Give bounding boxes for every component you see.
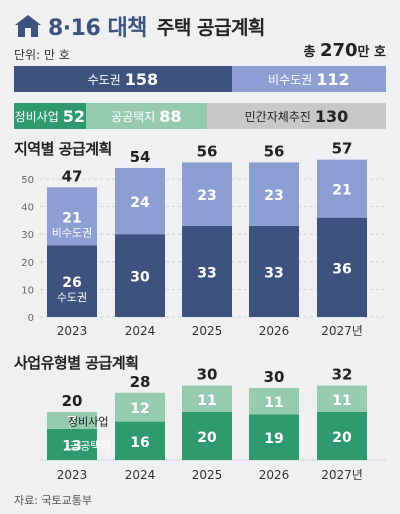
x-tick-label: 2026 [259,324,290,338]
y-tick-label: 40 [21,203,34,214]
data-label-public-land: 20 [332,430,352,446]
page-subtitle: 주택 공급계획 [156,16,266,39]
title-row: 8·16 대책 주택 공급계획 [14,10,265,42]
data-label-redevelopment: 11 [332,393,351,409]
total-label: 총 270만 호 [303,40,386,61]
bar-redevelopment [317,385,367,412]
data-label-redevelopment: 11 [264,395,283,411]
data-label-noncapital: 23 [197,188,216,204]
series-label-capital: 수도권 [57,291,87,304]
data-label-total: 57 [332,140,353,158]
type-summary-public-land: 공공택지 88 [85,103,207,129]
bar-noncapital [47,187,97,246]
x-tick-label: 2027년 [321,468,363,482]
data-label-total: 32 [332,366,353,384]
bar-redevelopment [249,388,299,415]
data-label-capital: 26 [62,275,81,291]
bar-redevelopment [115,392,165,422]
x-tick-label: 2024 [125,324,156,338]
region-summary-noncapital: 비수도권 112 [231,66,386,92]
series-label-noncapital: 비수도권 [52,226,92,239]
source-label: 자료: 국토교통부 [14,494,93,507]
bar-capital [182,225,232,317]
bar-capital [317,217,367,317]
chart1-title: 지역별 공급계획 [14,140,112,158]
unit-label: 단위: 만 호 [14,48,70,62]
chart2-title: 사업유형별 공급계획 [14,354,139,372]
x-tick-label: 2023 [57,468,88,482]
region-summary-capital: 수도권 158 [14,66,232,92]
data-label-public-land: 13 [62,438,81,454]
region-summary-bar: 수도권 158 비수도권 112 [14,66,386,92]
total-value: 270 [319,40,358,61]
data-label-redevelopment: 11 [197,393,216,409]
bar-capital [249,225,299,317]
y-tick-label: 0 [28,313,34,324]
total-suffix: 만 호 [357,45,386,60]
data-label-capital: 30 [130,270,150,286]
y-tick-label: 20 [21,258,34,269]
series-label-redevelopment: 정비사업 [68,415,108,428]
data-label-total: 47 [62,167,83,185]
data-label-noncapital: 24 [130,195,150,211]
x-tick-label: 2025 [192,468,223,482]
data-label-noncapital: 21 [62,210,81,226]
data-label-public-land: 20 [197,430,217,446]
bar-redevelopment [47,412,97,429]
type-summary-private: 민간자체추진 130 [206,103,386,129]
data-label-total: 30 [197,366,218,384]
bar-noncapital [317,159,367,218]
x-tick-label: 2027년 [321,324,363,338]
data-label-noncapital: 21 [332,183,351,199]
data-label-total: 20 [62,392,83,410]
data-label-total: 28 [130,373,151,391]
data-label-capital: 33 [264,265,283,281]
y-tick-label: 30 [21,230,34,241]
total-prefix: 총 [303,45,316,60]
page-title: 8·16 대책 [48,16,147,41]
y-tick-label: 50 [21,175,34,186]
x-tick-label: 2023 [57,324,88,338]
x-tick-label: 2025 [192,324,223,338]
data-label-capital: 36 [332,261,351,277]
bar-noncapital [249,162,299,226]
bar-public-land [47,428,97,460]
bar-capital [47,245,97,317]
data-label-public-land: 16 [130,435,149,451]
x-tick-label: 2026 [259,468,290,482]
bar-noncapital [115,167,165,235]
type-summary-bar: 정비사업 52 공공택지 88 민간자체추진 130 [14,103,386,129]
series-label-public-land: 공공택지 [70,439,110,452]
data-label-total: 56 [264,142,285,160]
bar-public-land [317,412,367,460]
x-tick-label: 2024 [125,468,156,482]
data-label-noncapital: 23 [264,188,283,204]
data-label-total: 54 [130,148,151,166]
house-icon [15,15,41,37]
bar-public-land [182,412,232,460]
bar-public-land [249,414,299,460]
data-label-redevelopment: 12 [130,401,149,417]
bar-capital [115,234,165,317]
data-label-total: 56 [197,142,218,160]
type-summary-redevelopment: 정비사업 52 [14,103,86,129]
data-label-capital: 33 [197,265,216,281]
bar-public-land [115,421,165,460]
data-label-public-land: 19 [264,431,283,447]
bar-redevelopment [182,385,232,412]
data-label-redevelopment: 7 [67,414,77,430]
data-label-total: 30 [264,368,285,386]
bar-noncapital [182,162,232,226]
y-tick-label: 10 [21,285,34,296]
